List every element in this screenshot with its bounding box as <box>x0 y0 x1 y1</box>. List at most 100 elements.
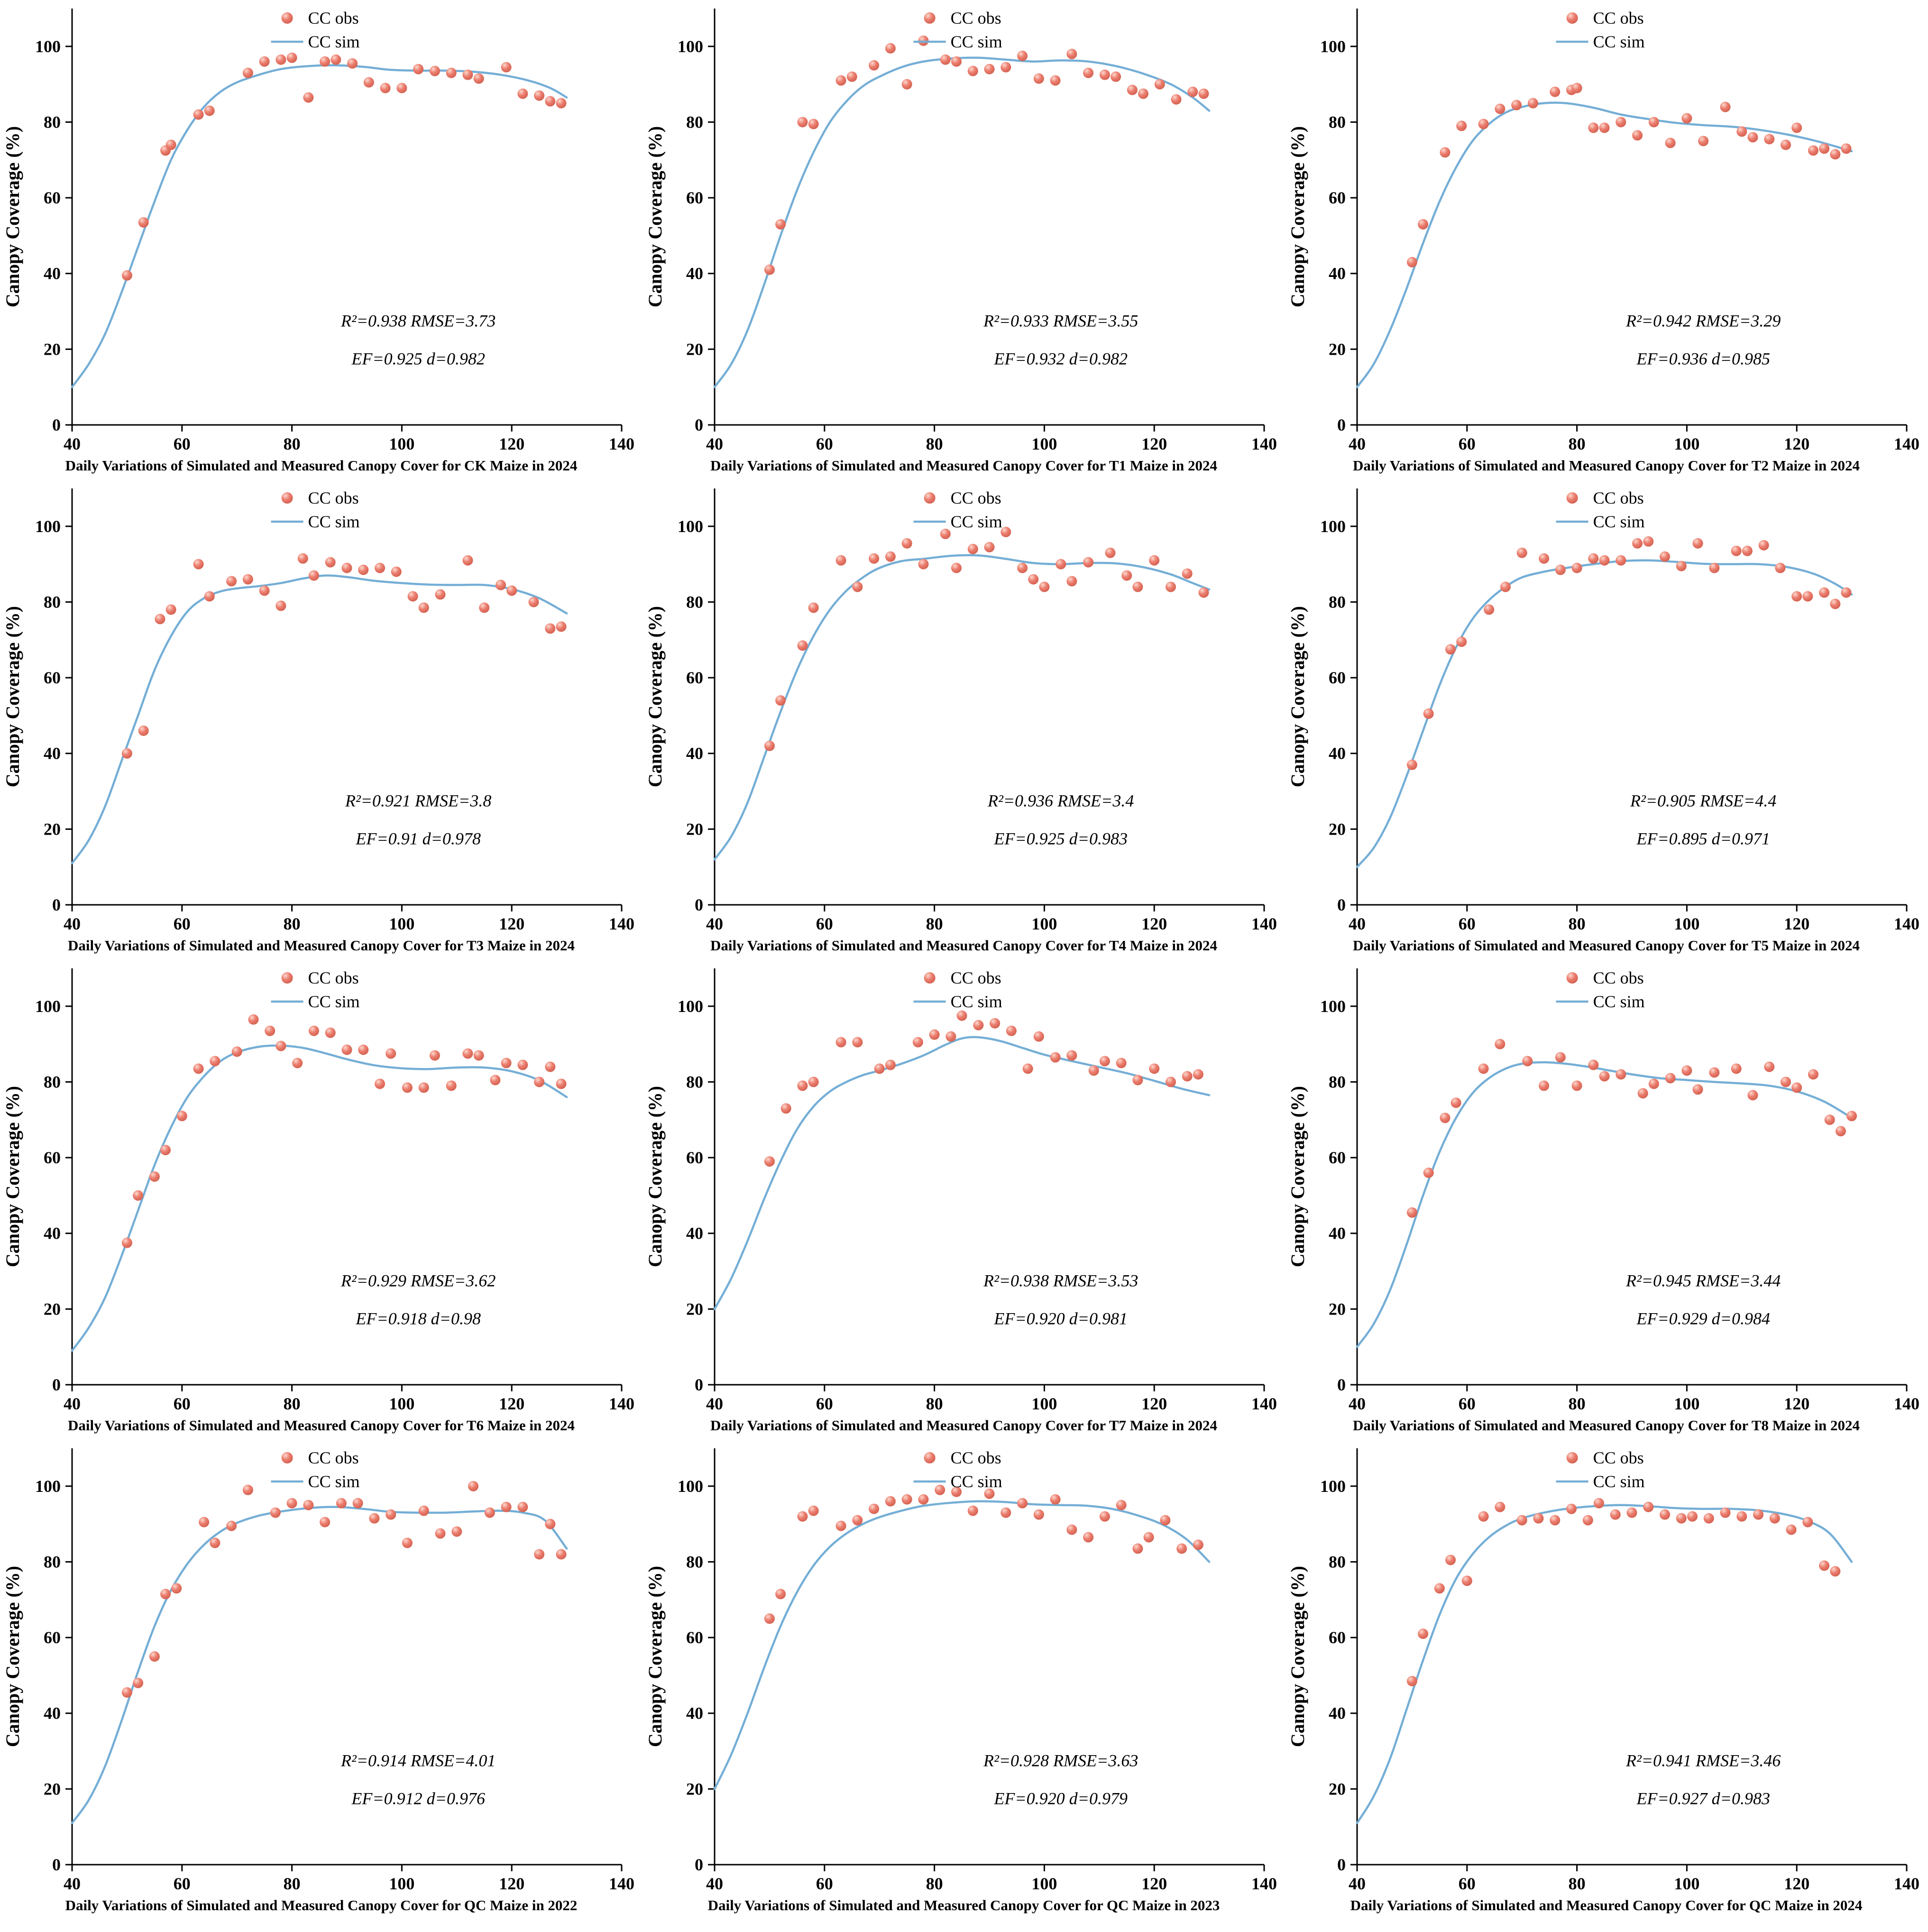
y-axis-title: Canopy Coverage (%) <box>1287 1566 1308 1747</box>
obs-point <box>308 1025 319 1036</box>
x-tick-label: 80 <box>1569 434 1586 453</box>
obs-point <box>358 564 369 575</box>
obs-point <box>1599 555 1610 566</box>
x-tick-label: 40 <box>64 914 81 933</box>
obs-point <box>1017 1498 1028 1509</box>
stats-line-2: EF=0.925 d=0.982 <box>351 349 485 368</box>
obs-point <box>193 1063 204 1074</box>
obs-point <box>780 1103 791 1114</box>
obs-point <box>545 623 556 634</box>
y-tick-label: 0 <box>695 1855 703 1874</box>
y-tick-label: 100 <box>1320 1477 1346 1496</box>
stats-line-1: R²=0.941 RMSE=3.46 <box>1625 1751 1781 1770</box>
x-tick-label: 100 <box>1674 914 1699 933</box>
y-tick-label: 20 <box>1329 1779 1346 1798</box>
legend-obs-marker <box>281 12 293 24</box>
obs-point <box>984 1488 995 1499</box>
x-tick-label: 120 <box>1141 434 1167 453</box>
y-tick-label: 80 <box>44 1552 61 1571</box>
x-tick-label: 140 <box>1894 1874 1919 1893</box>
x-tick-label: 140 <box>609 1874 634 1893</box>
x-tick-label: 60 <box>816 1874 833 1893</box>
y-axis-title: Canopy Coverage (%) <box>1287 606 1308 787</box>
obs-point <box>1764 1061 1775 1072</box>
obs-point <box>1111 71 1121 82</box>
obs-point <box>1445 1555 1456 1565</box>
obs-point <box>210 1056 220 1067</box>
x-tick-label: 40 <box>64 434 81 453</box>
stats-line-2: EF=0.91 d=0.978 <box>355 829 481 848</box>
obs-point <box>1478 119 1489 129</box>
obs-point <box>1495 1039 1506 1049</box>
sim-line <box>1356 1061 1853 1348</box>
obs-point <box>1835 1126 1846 1137</box>
obs-point <box>797 117 808 128</box>
y-tick-label: 20 <box>44 1299 61 1318</box>
legend-obs-label: CC obs <box>308 488 359 507</box>
y-tick-label: 40 <box>44 264 61 283</box>
obs-point <box>775 1589 786 1600</box>
obs-point <box>1550 86 1561 97</box>
y-tick-label: 20 <box>686 1779 703 1798</box>
obs-point <box>1599 122 1610 133</box>
stats-line-2: EF=0.912 d=0.976 <box>351 1789 485 1808</box>
x-tick-label: 60 <box>1459 434 1476 453</box>
x-tick-label: 100 <box>1031 914 1057 933</box>
legend-obs-marker <box>281 972 293 984</box>
obs-point <box>1099 69 1110 80</box>
obs-point <box>473 73 484 84</box>
x-tick-label: 100 <box>1674 434 1699 453</box>
y-axis-title: Canopy Coverage (%) <box>644 1566 666 1747</box>
obs-point <box>496 580 506 590</box>
obs-point <box>1808 145 1818 156</box>
x-tick-label: 100 <box>389 914 414 933</box>
obs-point <box>1571 1080 1582 1091</box>
legend-obs-marker <box>924 972 936 984</box>
x-tick-label: 80 <box>926 1874 943 1893</box>
x-tick-label: 60 <box>174 1394 191 1413</box>
obs-point <box>1808 1069 1818 1080</box>
y-axis-title: Canopy Coverage (%) <box>644 1086 666 1267</box>
obs-point <box>556 98 567 109</box>
chart-canvas: 40 60 80 100 120 140 0 20 40 60 80 100 Canopy Covera… <box>2 1448 634 1893</box>
obs-point <box>325 557 336 568</box>
y-tick-label: 40 <box>686 1704 703 1723</box>
obs-point <box>1456 636 1467 647</box>
obs-point <box>912 1037 923 1048</box>
obs-point <box>1539 553 1550 564</box>
x-tick-label: 80 <box>1569 1874 1586 1893</box>
obs-point <box>1033 73 1044 84</box>
legend-sim-label: CC sim <box>951 1472 1002 1491</box>
y-tick-label: 100 <box>678 37 703 56</box>
y-tick-label: 40 <box>1329 1704 1346 1723</box>
obs-point <box>1456 120 1467 131</box>
obs-point <box>1830 1566 1841 1577</box>
obs-point <box>973 1020 984 1030</box>
obs-point <box>1802 1517 1813 1527</box>
obs-point <box>242 574 253 585</box>
obs-point <box>1165 1076 1176 1087</box>
obs-point <box>270 1507 281 1518</box>
x-tick-label: 60 <box>816 1394 833 1413</box>
x-tick-label: 120 <box>1141 1394 1167 1413</box>
x-tick-label: 40 <box>1349 1874 1366 1893</box>
x-tick-label: 120 <box>1784 1394 1809 1413</box>
legend-obs-label: CC obs <box>1593 488 1644 507</box>
obs-point <box>363 77 374 88</box>
obs-point <box>545 1518 556 1529</box>
obs-point <box>231 1046 242 1057</box>
stats-line-1: R²=0.938 RMSE=3.73 <box>340 311 496 330</box>
x-tick-label: 120 <box>1141 1874 1167 1893</box>
obs-point <box>1588 553 1599 564</box>
chart-canvas: 40 60 80 100 120 140 0 20 40 60 80 100 Canopy Covera… <box>1287 1448 1919 1893</box>
obs-point <box>325 1027 336 1038</box>
obs-point <box>534 1549 545 1560</box>
obs-point <box>1616 1069 1626 1080</box>
obs-point <box>951 1486 962 1497</box>
obs-point <box>946 1031 956 1042</box>
obs-point <box>275 1040 286 1051</box>
y-tick-label: 40 <box>1329 1224 1346 1243</box>
obs-point <box>1692 538 1703 549</box>
x-tick-label: 100 <box>1031 434 1057 453</box>
y-tick-label: 0 <box>52 1375 61 1394</box>
